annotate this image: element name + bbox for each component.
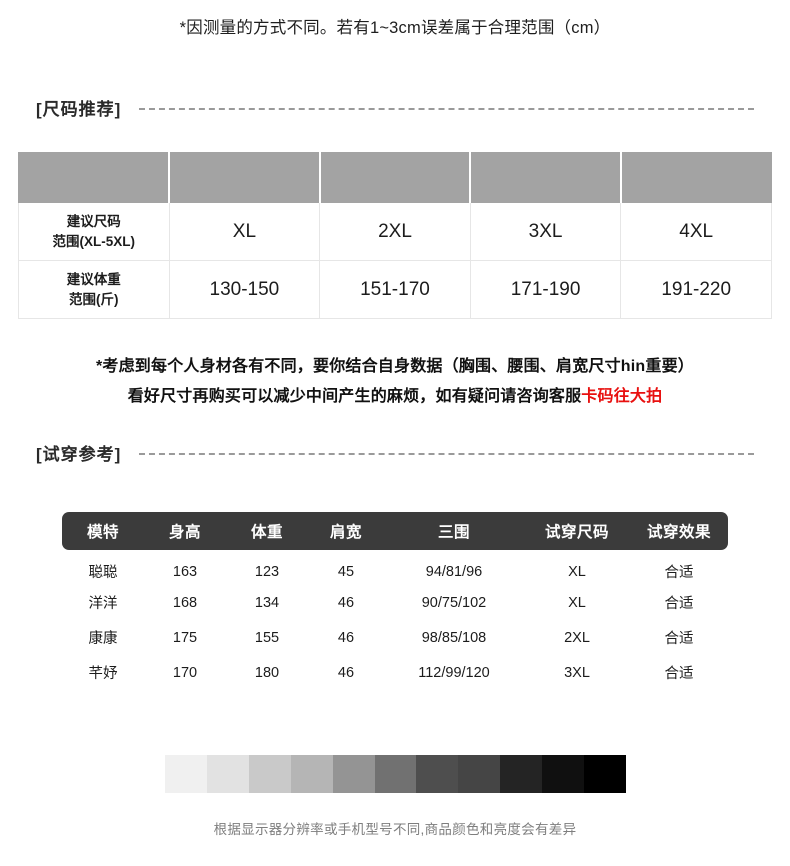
model-bust: 98/85/108 xyxy=(384,620,524,655)
table-row: 建议体重 范围(斤) 130-150 151-170 171-190 191-2… xyxy=(18,260,772,319)
table-row: 建议尺码 范围(XL-5XL) XL 2XL 3XL 4XL xyxy=(18,202,772,261)
size-table-header-cell-3 xyxy=(469,152,622,203)
section-title-size-recommendation: [尺码推荐] xyxy=(36,100,122,119)
swatch-5 xyxy=(374,755,417,793)
model-fitting-table: 模特 身高 体重 肩宽 三围 试穿尺码 试穿效果 聪聪 163 123 45 9… xyxy=(62,512,728,690)
size-cell-xl: XL xyxy=(168,202,321,261)
section-title-try-on-reference: [试穿参考] xyxy=(36,445,122,464)
section-header-size-recommendation: [尺码推荐] xyxy=(36,95,756,120)
model-shoulder: 46 xyxy=(308,620,384,655)
model-col-header-model: 模特 xyxy=(62,512,144,550)
weight-row-label-line2: 范围(斤) xyxy=(69,291,119,307)
model-try-fit: 合适 xyxy=(630,585,728,620)
size-table-header-row xyxy=(18,152,772,203)
measurement-disclaimer: *因测量的方式不同。若有1~3cm误差属于合理范围（cm） xyxy=(179,19,611,37)
table-row: 康康 175 155 46 98/85/108 2XL 合适 xyxy=(62,620,728,655)
model-try-size: 3XL xyxy=(524,655,630,690)
model-weight: 155 xyxy=(226,620,308,655)
size-table-header-cell-corner xyxy=(18,152,170,203)
model-weight: 123 xyxy=(226,550,308,585)
grayscale-swatch-strip xyxy=(165,755,626,793)
size-row-label-line2: 范围(XL-5XL) xyxy=(52,233,136,249)
model-col-header-bust: 三围 xyxy=(384,512,524,550)
advice-line-1: *考虑到每个人身材各有不同，要你结合自身数据（胸围、腰围、肩宽尺寸hin重要） xyxy=(95,358,695,375)
model-name: 康康 xyxy=(62,620,144,655)
table-row: 洋洋 168 134 46 90/75/102 XL 合适 xyxy=(62,585,728,620)
section-header-try-on-reference: [试穿参考] xyxy=(36,440,756,465)
model-col-header-shoulder: 肩宽 xyxy=(308,512,384,550)
model-height: 170 xyxy=(144,655,226,690)
weight-cell-4xl: 191-220 xyxy=(620,260,772,319)
swatch-10 xyxy=(584,755,626,793)
model-bust: 112/99/120 xyxy=(384,655,524,690)
model-weight: 134 xyxy=(226,585,308,620)
swatch-7 xyxy=(458,755,501,793)
size-cell-4xl: 4XL xyxy=(620,202,772,261)
swatch-4 xyxy=(332,755,375,793)
model-try-size: XL xyxy=(524,585,630,620)
model-weight: 180 xyxy=(226,655,308,690)
model-shoulder: 45 xyxy=(308,550,384,585)
sizing-advice-paragraph: *考虑到每个人身材各有不同，要你结合自身数据（胸围、腰围、肩宽尺寸hin重要） … xyxy=(0,352,790,411)
model-height: 175 xyxy=(144,620,226,655)
weight-row-label-line1: 建议体重 xyxy=(66,271,121,287)
size-table-header-cell-1 xyxy=(168,152,321,203)
size-row-label-line1: 建议尺码 xyxy=(66,213,121,229)
model-name: 聪聪 xyxy=(62,550,144,585)
size-cell-2xl: 2XL xyxy=(319,202,471,261)
size-recommendation-table: 建议尺码 范围(XL-5XL) XL 2XL 3XL 4XL 建议体重 范围(斤… xyxy=(18,152,772,319)
size-row-label-size-range: 建议尺码 范围(XL-5XL) xyxy=(18,202,170,261)
model-col-header-try-fit: 试穿效果 xyxy=(630,512,728,550)
table-row: 芊妤 170 180 46 112/99/120 3XL 合适 xyxy=(62,655,728,690)
swatch-6 xyxy=(416,755,459,793)
model-try-size: XL xyxy=(524,550,630,585)
size-row-label-weight-range: 建议体重 范围(斤) xyxy=(18,260,170,319)
advice-line-2-text: 看好尺寸再购买可以减少中间产生的麻烦，如有疑问请咨询客服 xyxy=(127,387,582,405)
model-shoulder: 46 xyxy=(308,585,384,620)
model-try-fit: 合适 xyxy=(630,655,728,690)
weight-cell-xl: 130-150 xyxy=(168,260,321,319)
size-table-header-cell-2 xyxy=(318,152,471,203)
swatch-0 xyxy=(165,755,207,793)
model-bust: 90/75/102 xyxy=(384,585,524,620)
weight-cell-3xl: 171-190 xyxy=(469,260,622,319)
swatch-3 xyxy=(290,755,333,793)
size-table-header-cell-4 xyxy=(619,152,772,203)
model-col-header-height: 身高 xyxy=(144,512,226,550)
swatch-2 xyxy=(248,755,291,793)
model-try-fit: 合适 xyxy=(630,620,728,655)
display-color-disclaimer: 根据显示器分辨率或手机型号不同,商品颜色和亮度会有差异 xyxy=(213,822,577,837)
advice-line-2: 看好尺寸再购买可以减少中间产生的麻烦，如有疑问请咨询客服卡码往大拍 xyxy=(0,382,790,412)
model-height: 168 xyxy=(144,585,226,620)
model-shoulder: 46 xyxy=(308,655,384,690)
model-height: 163 xyxy=(144,550,226,585)
model-try-fit: 合适 xyxy=(630,550,728,585)
advice-highlight-size-up: 卡码往大拍 xyxy=(581,387,663,405)
model-fitting-table-wrapper: 模特 身高 体重 肩宽 三围 试穿尺码 试穿效果 聪聪 163 123 45 9… xyxy=(62,512,728,690)
model-name: 洋洋 xyxy=(62,585,144,620)
swatch-1 xyxy=(206,755,249,793)
model-col-header-weight: 体重 xyxy=(226,512,308,550)
dashed-rule-icon xyxy=(139,107,754,110)
model-table-header-row: 模特 身高 体重 肩宽 三围 试穿尺码 试穿效果 xyxy=(62,512,728,550)
swatch-9 xyxy=(542,755,585,793)
model-try-size: 2XL xyxy=(524,620,630,655)
size-cell-3xl: 3XL xyxy=(469,202,622,261)
model-bust: 94/81/96 xyxy=(384,550,524,585)
dashed-rule-icon xyxy=(139,452,754,455)
model-col-header-try-size: 试穿尺码 xyxy=(524,512,630,550)
table-row: 聪聪 163 123 45 94/81/96 XL 合适 xyxy=(62,550,728,585)
model-name: 芊妤 xyxy=(62,655,144,690)
swatch-8 xyxy=(500,755,543,793)
weight-cell-2xl: 151-170 xyxy=(319,260,471,319)
